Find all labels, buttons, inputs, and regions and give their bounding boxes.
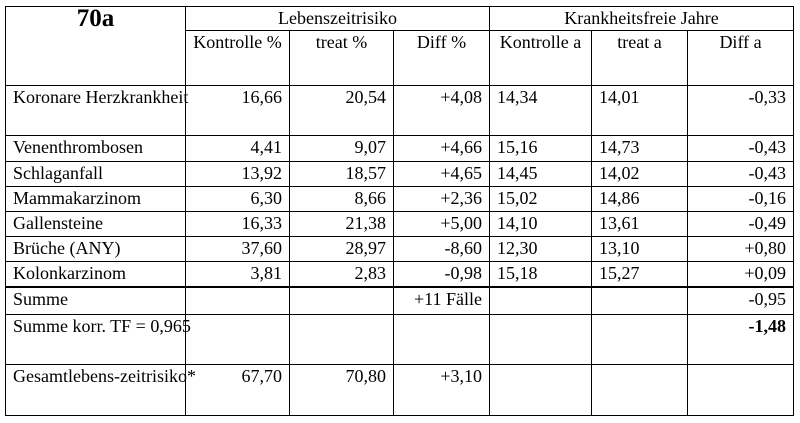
table-row: Koronare Herzkrankheit 16,66 20,54 +4,08… [5,84,795,137]
cell-value: -0,43 [686,160,795,187]
row-label: Schlaganfall [5,160,186,187]
cell-value: 20,54 [289,84,394,137]
cell-value: 15,16 [489,135,592,162]
cell-value: 3,81 [185,261,290,288]
cell-value: 13,10 [591,236,688,263]
cell-value: 14,01 [591,84,688,137]
row-label: Summe korr. TF = 0,965 [5,313,191,366]
cell-value: 13,92 [185,160,290,187]
column-header: Diff % [393,30,490,86]
cell-value: 9,07 [289,135,394,162]
row-label: Koronare Herzkrankheit [5,84,188,137]
table-row: Venenthrombosen 4,41 9,07 +4,66 15,16 14… [5,135,795,162]
cell-value: +0,80 [686,236,795,263]
cell-value [489,364,592,416]
column-header: Diff a [686,30,795,86]
cell-value [185,286,290,315]
cell-value: 15,27 [591,261,688,288]
cell-value: +4,08 [393,84,490,137]
cell-value: -0,49 [686,210,795,238]
cell-value: +4,66 [393,135,490,162]
cell-value: +5,00 [393,210,490,238]
cell-value [289,286,394,315]
cell-value: +3,10 [393,364,490,416]
table-row: Brüche (ANY) 37,60 28,97 -8,60 12,30 13,… [5,236,795,263]
cell-value: 14,34 [489,84,592,137]
cell-value: +11 Fälle [393,286,490,315]
cell-value: +4,65 [393,160,490,187]
table-row: Schlaganfall 13,92 18,57 +4,65 14,45 14,… [5,160,795,187]
cell-value: 14,86 [591,185,688,212]
cell-value: +2,36 [393,185,490,212]
cell-value: 6,30 [185,185,290,212]
group-header-lifetime-risk: Lebenszeitrisiko [185,5,490,32]
group-header-disease-free-years: Krankheitsfreie Jahre [488,5,795,32]
column-header: Kontrolle a [489,30,592,86]
cell-value [489,286,592,315]
row-label: Gallensteine [5,210,186,238]
cell-value: -0,33 [686,84,795,137]
column-header: Kontrolle % [185,30,290,86]
row-label: Venenthrombosen [5,135,186,162]
cell-value: 8,66 [289,185,394,212]
cell-value: 15,18 [489,261,592,288]
table-row: Gallensteine 16,33 21,38 +5,00 14,10 13,… [5,210,795,238]
summary-row: Summe korr. TF = 0,965 -1,48 [5,313,795,366]
cell-value: -0,16 [686,185,795,212]
row-label: Kolonkarzinom [5,261,186,288]
cell-value: 18,57 [289,160,394,187]
cell-value [185,313,290,366]
table-row: Mammakarzinom 6,30 8,66 +2,36 15,02 14,8… [5,185,795,212]
cell-value [591,286,688,315]
cell-value [289,313,394,366]
row-label: Gesamtlebens-zeitrisiko* [5,364,196,416]
cell-value: 13,61 [591,210,688,238]
cell-value: 15,02 [489,185,592,212]
cell-value: +0,09 [686,261,795,288]
table-title: 70a [5,6,186,86]
summary-row: Gesamtlebens-zeitrisiko* 67,70 70,80 +3,… [5,364,795,416]
risk-table: 70a Lebenszeitrisiko Krankheitsfreie Jah… [5,5,795,416]
cell-value [686,364,795,416]
cell-value: 37,60 [185,236,290,263]
cell-value [393,313,490,366]
summary-row: Summe +11 Fälle -0,95 [5,286,795,315]
cell-value: 12,30 [489,236,592,263]
column-header: treat a [591,30,688,86]
cell-value: 28,97 [289,236,394,263]
row-label: Mammakarzinom [5,185,186,212]
cell-value: -1,48 [686,313,795,366]
cell-value: -0,43 [686,135,795,162]
cell-value: 16,66 [185,84,290,137]
cell-value: 67,70 [185,364,290,416]
cell-value: 14,10 [489,210,592,238]
cell-value: 4,41 [185,135,290,162]
cell-value: 16,33 [185,210,290,238]
cell-value: 14,73 [591,135,688,162]
cell-value [591,313,688,366]
row-label: Summe [5,286,186,315]
cell-value: 21,38 [289,210,394,238]
table-row: Kolonkarzinom 3,81 2,83 -0,98 15,18 15,2… [5,261,795,288]
cell-value: 14,45 [489,160,592,187]
cell-value: -0,98 [393,261,490,288]
column-header: treat % [289,30,394,86]
cell-value: 2,83 [289,261,394,288]
row-label: Brüche (ANY) [5,236,186,263]
cell-value: -0,95 [686,286,795,315]
cell-value: -8,60 [393,236,490,263]
cell-value: 14,02 [591,160,688,187]
cell-value [591,364,688,416]
cell-value [489,313,592,366]
cell-value: 70,80 [289,364,394,416]
